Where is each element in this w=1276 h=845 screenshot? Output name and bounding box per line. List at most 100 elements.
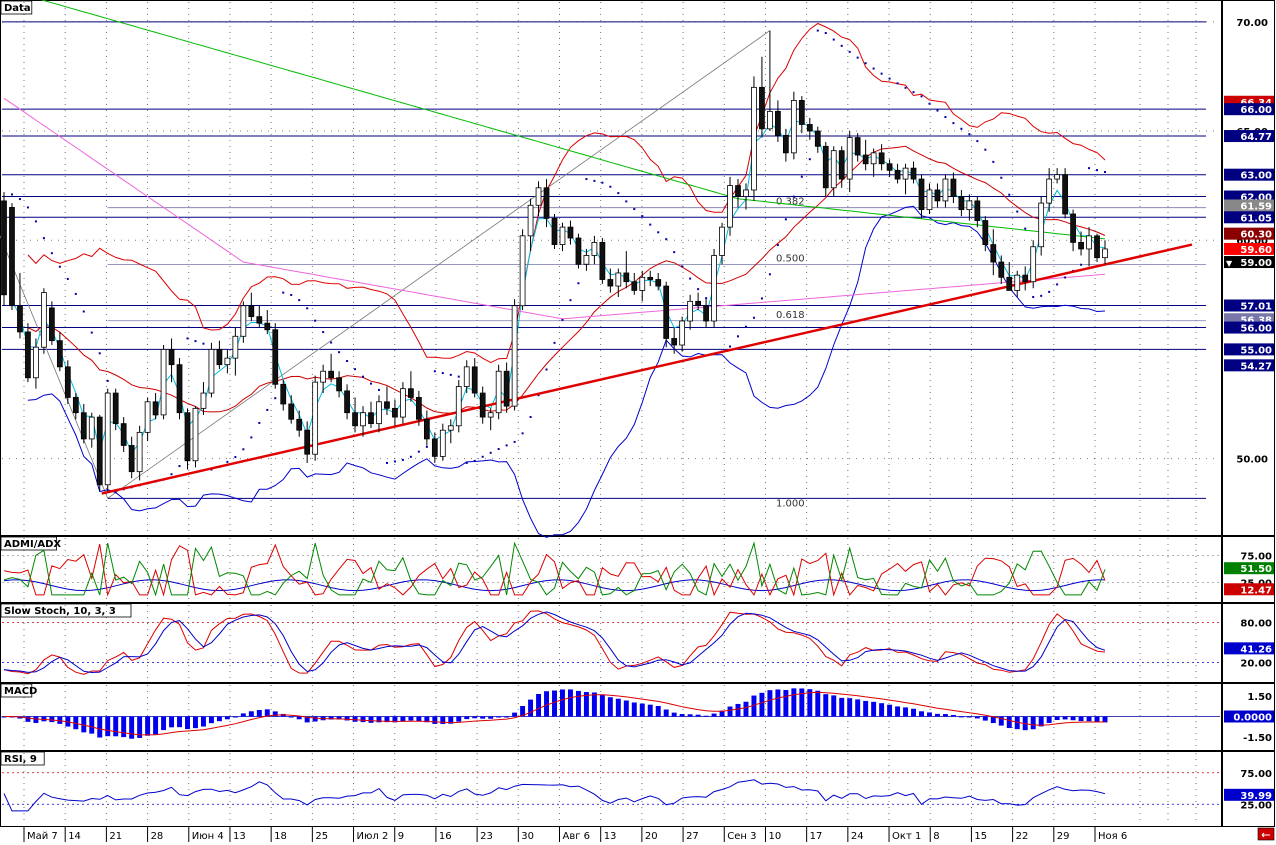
candle-body xyxy=(719,226,725,256)
candle xyxy=(735,179,741,208)
candle xyxy=(479,386,486,424)
macd-bar xyxy=(735,703,741,717)
sar-dot xyxy=(968,133,971,136)
macd-bar xyxy=(448,716,454,724)
candle-body xyxy=(216,348,223,366)
candle-body xyxy=(336,377,342,392)
sar-dot xyxy=(657,231,660,234)
sar-dot xyxy=(1032,295,1035,298)
macd-bar xyxy=(631,702,637,717)
candle-body xyxy=(304,429,311,455)
sar-dot xyxy=(976,140,979,143)
candle xyxy=(280,379,287,411)
macd-bar xyxy=(831,695,837,717)
sar-dot xyxy=(896,82,899,85)
macd-bar xyxy=(432,716,438,724)
level-tag: 64.77 xyxy=(1224,130,1274,143)
fib-label: 1.000 xyxy=(776,498,805,509)
sar-dot xyxy=(792,195,795,198)
sar-dot xyxy=(226,460,229,463)
macd-bar xyxy=(512,712,518,717)
sar-dot xyxy=(370,382,372,385)
candle xyxy=(854,133,861,162)
level-tag-bg xyxy=(1224,359,1274,372)
macd-bar xyxy=(599,694,605,717)
candle xyxy=(743,183,749,210)
candle xyxy=(1078,231,1084,256)
candle-body xyxy=(759,86,765,130)
level-tag-label: 56.00 xyxy=(1240,324,1272,335)
macd-bar xyxy=(344,716,350,721)
candle xyxy=(312,375,319,461)
sar-dot xyxy=(266,408,269,411)
candle-body xyxy=(838,150,845,180)
candle-body xyxy=(782,134,789,154)
macd-bar xyxy=(998,716,1004,726)
sar-dot xyxy=(593,179,596,182)
sar-dot xyxy=(1000,176,1003,179)
x-axis-bg xyxy=(0,827,1276,842)
candle xyxy=(790,91,797,160)
candle xyxy=(1062,168,1068,219)
corner-button[interactable] xyxy=(1257,827,1275,841)
candle xyxy=(288,395,295,424)
sar-dot xyxy=(649,223,652,226)
candle xyxy=(1014,270,1021,297)
macd-bar xyxy=(145,716,151,736)
sar-dot xyxy=(441,372,444,375)
candle-body xyxy=(1006,276,1013,291)
candle-body xyxy=(751,86,757,191)
sar-dot xyxy=(82,310,85,313)
macd-bar xyxy=(583,691,589,717)
macd-bar xyxy=(727,706,733,717)
level-tag-label: 55.00 xyxy=(1240,345,1272,356)
candle-body xyxy=(176,364,183,414)
candle xyxy=(104,388,111,492)
sar-dot xyxy=(457,375,460,378)
x-tick-label: 8 xyxy=(933,831,939,842)
sar-dot xyxy=(904,86,907,89)
candle-body xyxy=(519,235,526,307)
candle-body xyxy=(423,418,430,440)
sar-dot xyxy=(18,198,21,201)
candle xyxy=(96,414,103,492)
macd-bar xyxy=(416,716,422,722)
panel-1: Data xyxy=(0,0,1275,536)
macd-bar xyxy=(887,704,893,717)
candle-body xyxy=(240,305,247,337)
x-tick-label: 13 xyxy=(604,831,617,842)
sar-dot xyxy=(601,181,604,184)
macd-bar xyxy=(424,716,430,723)
minus-di-line xyxy=(3,543,1106,597)
macd-bar xyxy=(847,698,853,717)
candle xyxy=(1006,262,1013,291)
sar-dot xyxy=(354,368,357,371)
candle-body xyxy=(200,392,207,409)
fib-label: 0.500 xyxy=(776,254,805,265)
sar-dot xyxy=(74,292,77,295)
osc-value-label: 51.50 xyxy=(1240,564,1272,575)
candle-body xyxy=(607,279,614,287)
macd-bar xyxy=(982,716,988,721)
sar-dot xyxy=(425,445,428,448)
candle xyxy=(655,272,662,291)
sar-dot xyxy=(880,72,883,75)
macd-bar xyxy=(1094,716,1100,723)
x-tick-label: 27 xyxy=(686,831,699,842)
sar-dot xyxy=(872,67,875,70)
macd-bar xyxy=(33,716,39,723)
candle-body xyxy=(455,386,462,427)
macd-bar xyxy=(839,697,845,717)
level-tag: 57.01 xyxy=(1224,299,1274,312)
sar-dot xyxy=(497,448,500,451)
candle xyxy=(918,174,925,219)
macd-bar xyxy=(272,711,278,717)
sar-dot xyxy=(553,341,556,344)
candle xyxy=(160,345,167,420)
price-tick-label: 70.00 xyxy=(1236,18,1268,29)
candle xyxy=(583,248,590,271)
macd-bar xyxy=(1078,716,1084,722)
sar-dot xyxy=(840,44,843,47)
corner-button-bg[interactable] xyxy=(1257,827,1275,841)
candle-body xyxy=(870,152,877,165)
